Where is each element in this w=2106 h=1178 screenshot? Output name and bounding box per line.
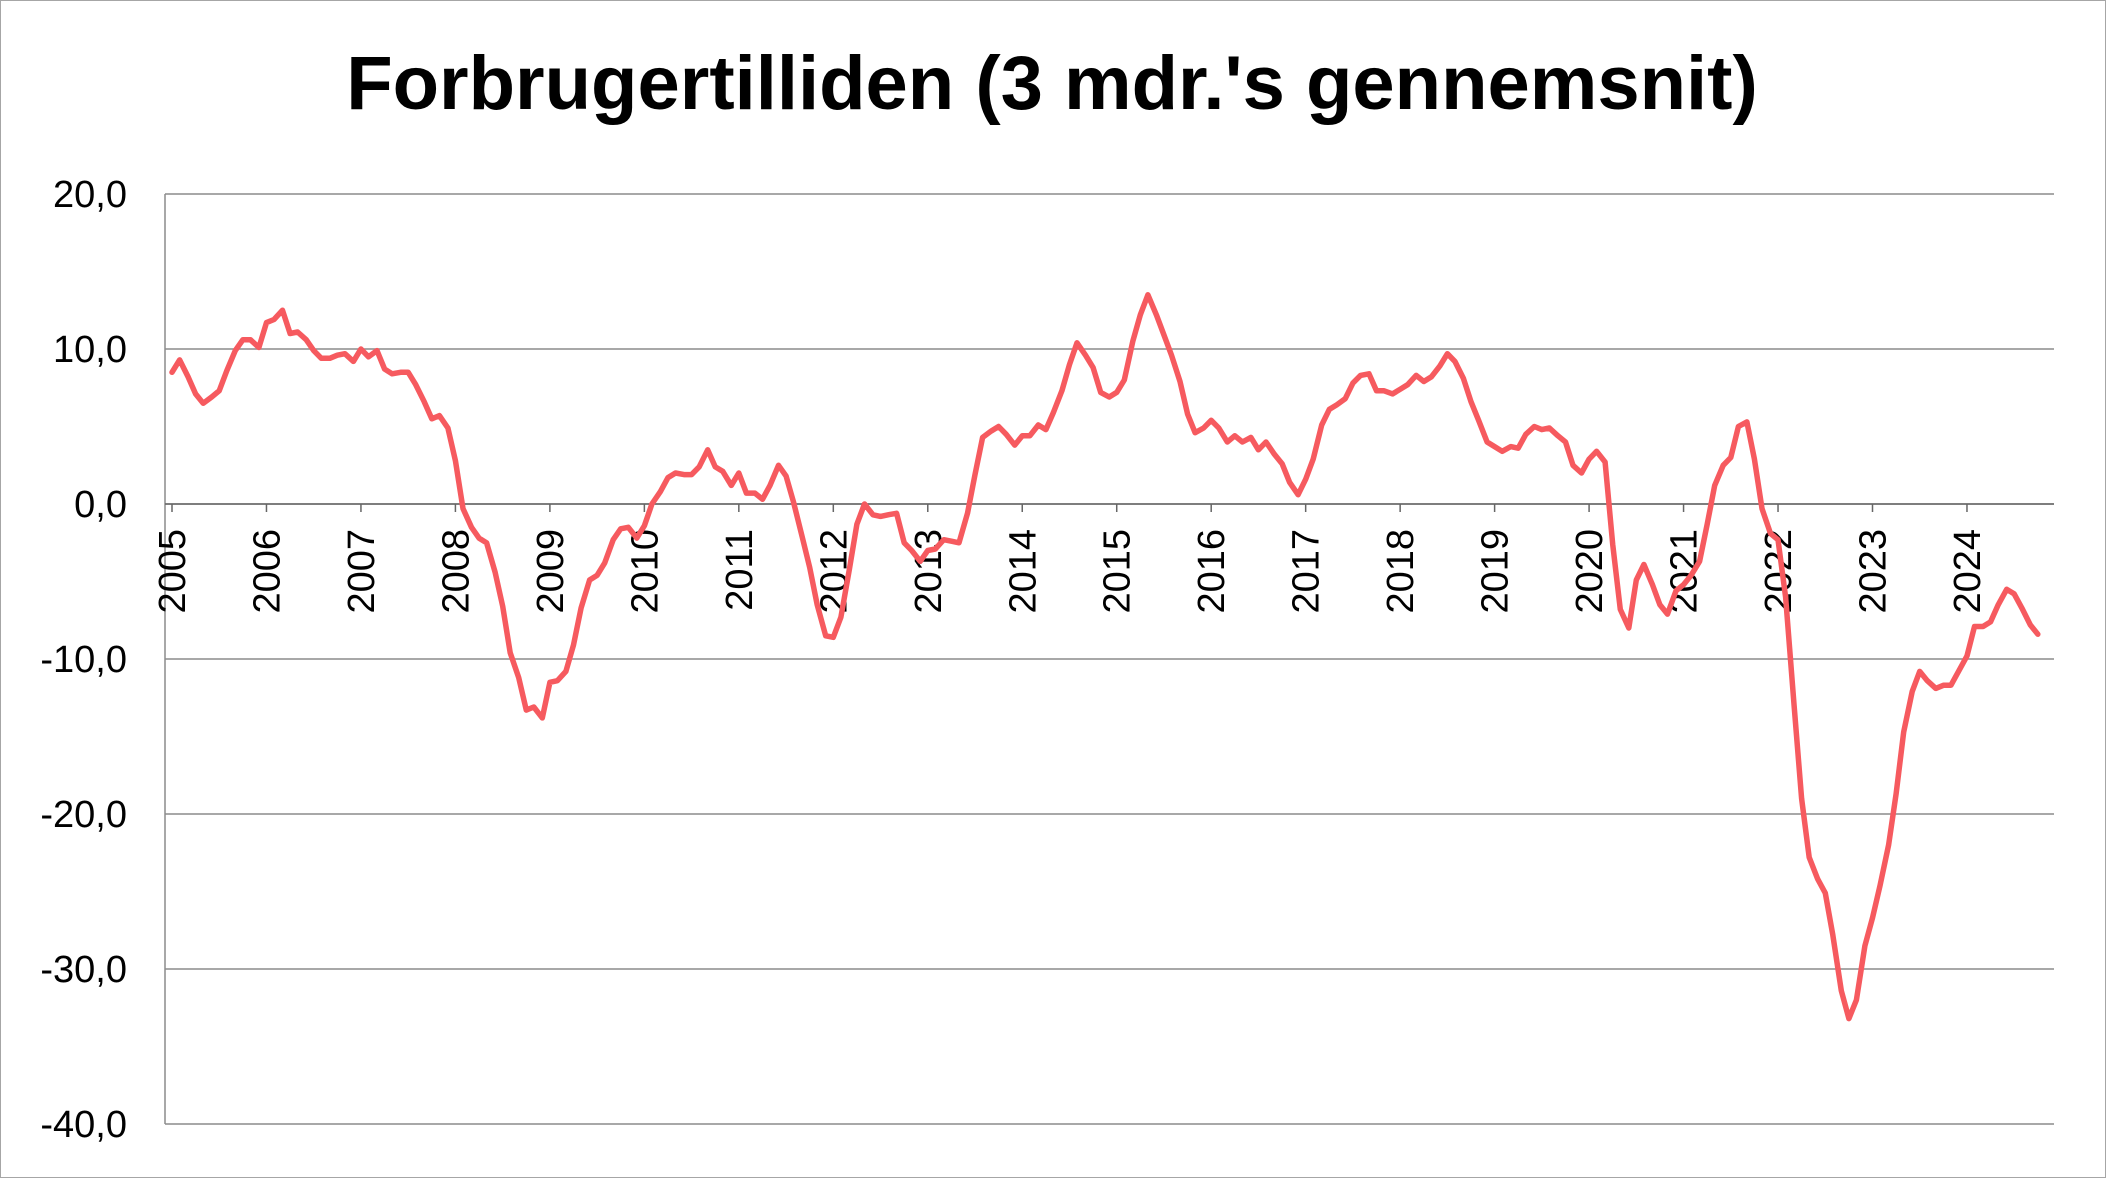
x-tick-label: 2024 — [1947, 529, 1989, 614]
series-layer — [169, 292, 2041, 1022]
x-tick-label: 2015 — [1097, 529, 1139, 614]
x-axis-ticks: 2005 2006 2007 2008 2009 2010 2011 2012 2013 2014… — [152, 504, 1989, 614]
x-tick-label: 2017 — [1286, 529, 1328, 614]
x-tick-label: 2023 — [1853, 529, 1895, 614]
x-tick-label: 2010 — [624, 529, 666, 614]
x-tick-label: 2008 — [435, 529, 477, 614]
x-tick-label: 2019 — [1475, 529, 1517, 614]
x-tick-label: 2006 — [246, 529, 288, 614]
y-tick-label: -40,0 — [40, 1104, 127, 1146]
x-tick-label: 2005 — [152, 529, 194, 614]
y-tick-label: -10,0 — [40, 639, 127, 681]
x-tick-label: 2007 — [341, 529, 383, 614]
x-tick-label: 2014 — [1002, 529, 1044, 614]
y-tick-label: -20,0 — [40, 794, 127, 836]
y-axis-ticks: 20,0 10,0 0,0 -10,0 -20,0 -30,0 -40,0 — [40, 174, 127, 1146]
chart-title: Forbrugertilliden (3 mdr.'s gennemsnit) — [346, 41, 1758, 126]
x-tick-label: 2018 — [1380, 529, 1422, 614]
x-tick-label: 2016 — [1191, 529, 1233, 614]
y-tick-label: 20,0 — [53, 174, 127, 216]
gridlines — [165, 193, 2054, 1125]
y-tick-label: 10,0 — [53, 329, 127, 371]
axes — [164, 194, 2054, 1124]
series-line-0 — [169, 292, 2041, 1022]
x-tick-label: 2020 — [1569, 529, 1611, 614]
y-tick-label: -30,0 — [40, 949, 127, 991]
x-tick-label: 2009 — [530, 529, 572, 614]
x-tick-label: 2011 — [719, 529, 761, 611]
y-tick-label: 0,0 — [74, 484, 127, 526]
